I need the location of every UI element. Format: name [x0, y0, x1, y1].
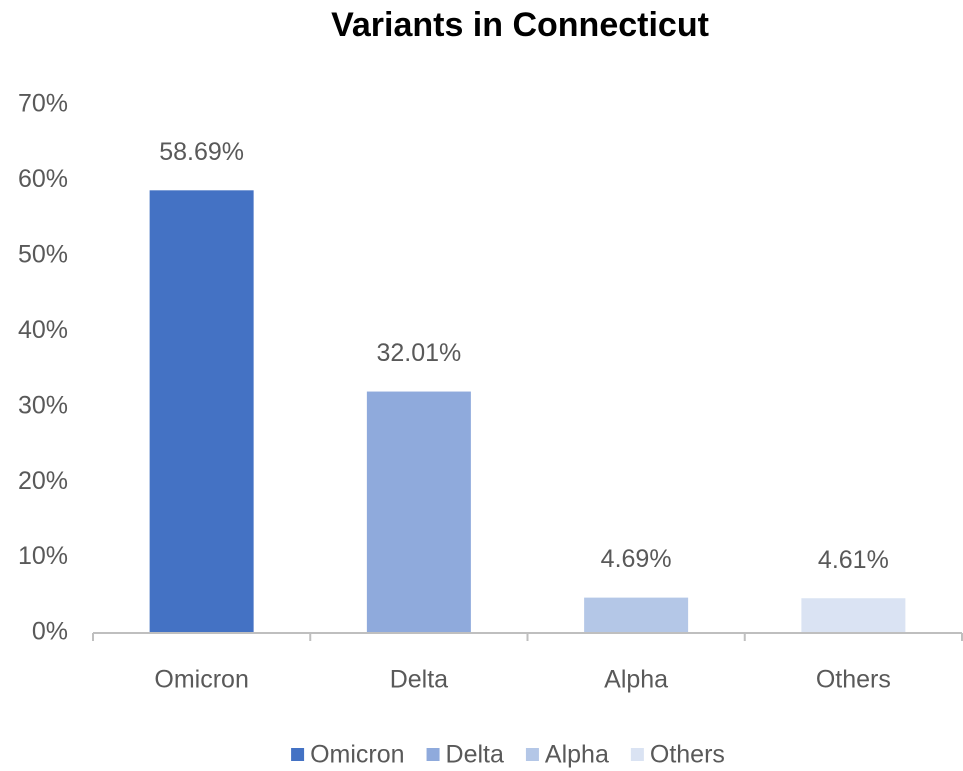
- y-tick-label: 50%: [18, 240, 68, 268]
- bar: [149, 190, 254, 634]
- legend-swatch: [426, 748, 440, 761]
- y-tick-label: 10%: [18, 542, 68, 570]
- legend-label: Delta: [446, 741, 504, 769]
- y-tick-label: 30%: [18, 391, 68, 419]
- legend-label: Alpha: [545, 741, 609, 769]
- legend-swatch: [291, 748, 305, 761]
- x-tick-label: Alpha: [604, 666, 668, 694]
- x-tick-label: Others: [816, 666, 891, 694]
- data-label: 32.01%: [376, 339, 461, 367]
- y-tick-label: 40%: [18, 316, 68, 344]
- legend-swatch: [630, 748, 644, 761]
- data-label: 4.61%: [818, 546, 889, 574]
- legend-label: Others: [650, 741, 725, 769]
- bar: [584, 597, 689, 633]
- y-tick-label: 0%: [32, 618, 68, 646]
- x-tick-label: Omicron: [154, 666, 248, 694]
- legend-label: Omicron: [310, 741, 404, 769]
- x-tick-label: Delta: [390, 666, 448, 694]
- y-tick-label: 60%: [18, 165, 68, 193]
- bar: [801, 598, 906, 633]
- chart-title: Variants in Connecticut: [331, 6, 709, 44]
- y-tick-label: 70%: [18, 90, 68, 118]
- data-label: 58.69%: [159, 138, 244, 166]
- y-tick-label: 20%: [18, 467, 68, 495]
- data-label: 4.69%: [601, 545, 672, 573]
- legend-swatch: [525, 748, 539, 761]
- bar: [366, 391, 471, 633]
